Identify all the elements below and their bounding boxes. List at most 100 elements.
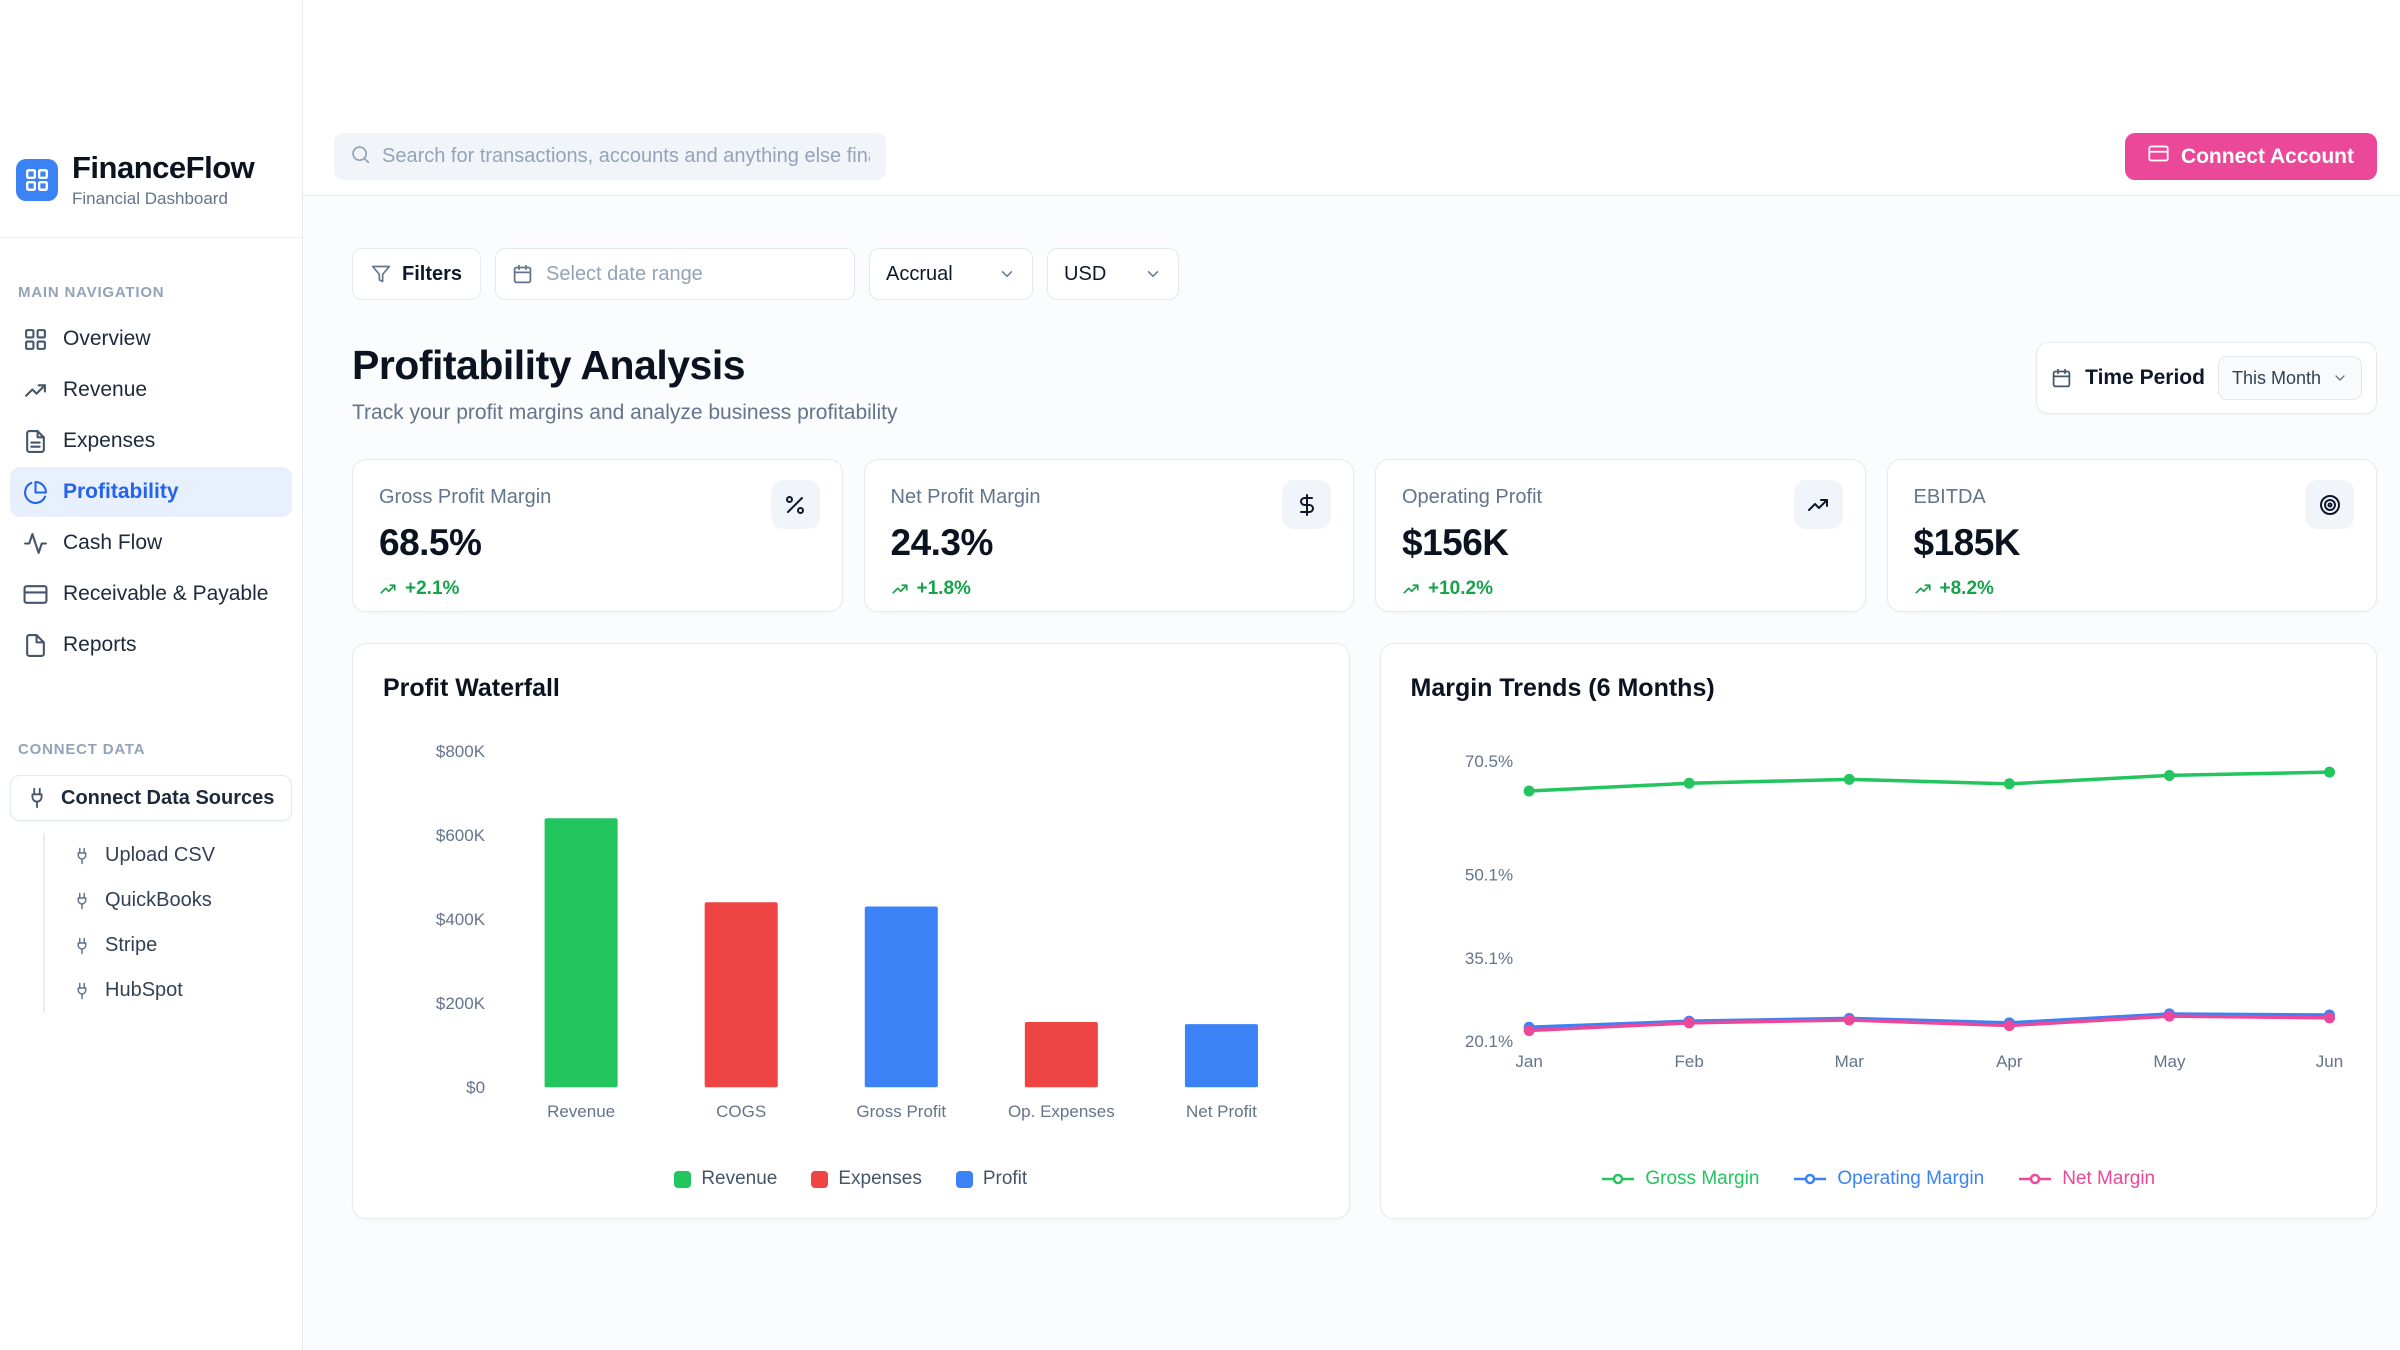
filters-row: Filters Select date range Accrual USD (352, 248, 2377, 300)
sidebar-item-receivable-payable[interactable]: Receivable & Payable (10, 569, 292, 619)
svg-text:$200K: $200K (436, 994, 486, 1013)
svg-text:Jan: Jan (1515, 1052, 1542, 1071)
profit-waterfall-card: Profit Waterfall $0 $200K $400K $600K $800K R… (352, 643, 1350, 1219)
credit-card-icon (2148, 143, 2169, 170)
svg-text:Feb: Feb (1674, 1052, 1703, 1071)
chevron-down-icon (998, 265, 1016, 283)
kpi-title: Net Profit Margin (890, 486, 1041, 508)
svg-text:Apr: Apr (1996, 1052, 2023, 1071)
calendar-icon (2051, 368, 2072, 389)
kpi-row: Gross Profit Margin 68.5% +2.1% Net Prof… (352, 459, 2377, 612)
svg-text:Revenue: Revenue (547, 1102, 615, 1121)
topbar: Connect Account (303, 0, 2400, 196)
filters-button-label: Filters (402, 262, 463, 285)
trending-up-icon (23, 378, 48, 403)
page-subtitle: Track your profit margins and analyze bu… (352, 401, 898, 424)
date-range-input[interactable]: Select date range (495, 248, 856, 300)
filters-button[interactable]: Filters (352, 248, 482, 300)
sidebar-item-cash-flow[interactable]: Cash Flow (10, 518, 292, 568)
accounting-method-select[interactable]: Accrual (869, 248, 1034, 300)
time-period-control: Time Period This Month (2036, 342, 2377, 414)
connect-data-sources-button[interactable]: Connect Data Sources (10, 775, 292, 821)
time-period-label: Time Period (2085, 366, 2205, 389)
kpi-card-net-profit-margin: Net Profit Margin 24.3% +1.8% (863, 459, 1354, 612)
plug-icon (73, 892, 91, 910)
time-period-value: This Month (2231, 367, 2321, 388)
sidebar-item-expenses[interactable]: Expenses (10, 416, 292, 466)
svg-text:35.1%: 35.1% (1464, 949, 1512, 968)
svg-text:$400K: $400K (436, 910, 486, 929)
target-icon (2305, 480, 2354, 529)
sidebar-item-revenue[interactable]: Revenue (10, 365, 292, 415)
chart-title: Margin Trends (6 Months) (1410, 674, 1715, 702)
margin-trends-legend: Gross Margin Operating Margin Net Margin (1411, 1168, 2347, 1194)
sidebar-item-label: Cash Flow (63, 531, 163, 554)
trending-up-icon (379, 580, 397, 598)
kpi-change: +1.8% (891, 578, 1328, 600)
sidebar-item-label: Profitability (63, 480, 179, 503)
file-text-icon (23, 429, 48, 454)
plug-icon (73, 982, 91, 1000)
currency-select[interactable]: USD (1047, 248, 1180, 300)
grid-icon (26, 168, 48, 191)
global-search[interactable] (334, 133, 886, 180)
source-item-stripe[interactable]: Stripe (45, 923, 302, 968)
source-item-quickbooks[interactable]: QuickBooks (45, 878, 302, 923)
sidebar-item-reports[interactable]: Reports (10, 620, 292, 670)
charts-row: Profit Waterfall $0 $200K $400K $600K $800K R… (352, 643, 2377, 1219)
sidebar: FinanceFlow Financial Dashboard MAIN NAV… (0, 0, 303, 1350)
legend-item: Operating Margin (1793, 1168, 1984, 1190)
chart-title: Profit Waterfall (383, 674, 560, 702)
search-input[interactable] (382, 145, 870, 168)
source-item-label: Upload CSV (105, 844, 216, 866)
page-title: Profitability Analysis (352, 342, 746, 388)
chevron-down-icon (1144, 265, 1162, 283)
trending-up-icon (1402, 580, 1420, 598)
legend-swatch (955, 1170, 973, 1188)
source-item-label: HubSpot (105, 979, 183, 1001)
brand-tagline: Financial Dashboard (72, 189, 228, 208)
file-icon (23, 633, 48, 658)
kpi-value: 68.5% (379, 522, 482, 563)
legend-item: Net Margin (2018, 1168, 2155, 1190)
dollar-icon (1282, 480, 1331, 529)
sidebar-item-label: Overview (63, 327, 151, 350)
legend-label: Gross Margin (1645, 1168, 1760, 1189)
svg-text:Mar: Mar (1834, 1052, 1864, 1071)
percent-icon (770, 480, 820, 529)
currency-value: USD (1064, 262, 1107, 285)
trending-up-icon (1793, 480, 1843, 529)
chevron-down-icon (2332, 370, 2348, 386)
sidebar-item-label: Expenses (63, 429, 156, 452)
app-logo[interactable] (16, 158, 58, 201)
legend-item: Expenses (811, 1168, 922, 1190)
profit-waterfall-legend: Revenue Expenses Profit (383, 1168, 1319, 1194)
sidebar-item-overview[interactable]: Overview (10, 314, 292, 364)
svg-text:20.1%: 20.1% (1464, 1032, 1512, 1051)
time-period-select[interactable]: This Month (2217, 356, 2362, 400)
legend-item: Revenue (674, 1168, 777, 1190)
kpi-title: Gross Profit Margin (379, 486, 552, 508)
connect-account-button[interactable]: Connect Account (2124, 133, 2377, 180)
credit-card-icon (23, 582, 48, 607)
connect-account-label: Connect Account (2180, 144, 2354, 168)
kpi-change-value: +1.8% (916, 578, 971, 599)
sidebar-item-profitability[interactable]: Profitability (10, 467, 292, 517)
sidebar-item-label: Revenue (63, 378, 148, 401)
svg-text:May: May (2153, 1052, 2186, 1071)
legend-line-marker (2019, 1173, 2052, 1185)
source-item-upload-csv[interactable]: Upload CSV (45, 833, 302, 878)
kpi-card-gross-profit-margin: Gross Profit Margin 68.5% +2.1% (352, 459, 843, 612)
svg-text:Net Profit: Net Profit (1186, 1102, 1257, 1121)
kpi-title: EBITDA (1913, 486, 1986, 508)
brand-text: FinanceFlow Financial Dashboard (72, 150, 255, 209)
legend-label: Profit (982, 1168, 1028, 1189)
plug-icon (73, 937, 91, 955)
kpi-card-ebitda: EBITDA $185K +8.2% (1886, 459, 2377, 612)
main-area: Connect Account Filters Select date rang… (303, 0, 2400, 1350)
source-item-hubspot[interactable]: HubSpot (45, 968, 302, 1013)
profit-waterfall-chart: $0 $200K $400K $600K $800K Revenue COGS Gross P… (383, 715, 1319, 1133)
svg-text:$0: $0 (466, 1078, 485, 1097)
margin-trends-card: Margin Trends (6 Months) 20.1% 35.1% 50.1%… (1379, 643, 2377, 1219)
